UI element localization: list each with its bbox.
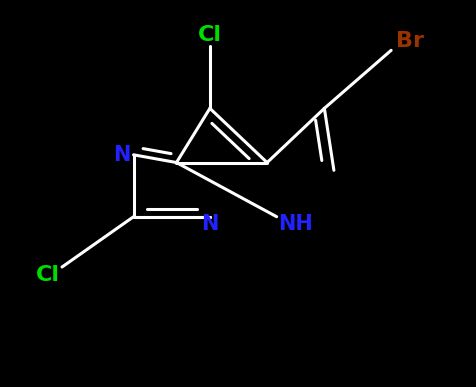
Text: Cl: Cl bbox=[36, 265, 60, 285]
Text: Br: Br bbox=[396, 31, 423, 51]
Text: N: N bbox=[201, 214, 218, 235]
Text: N: N bbox=[113, 145, 130, 165]
Text: NH: NH bbox=[278, 214, 312, 235]
Text: Cl: Cl bbox=[198, 25, 221, 45]
